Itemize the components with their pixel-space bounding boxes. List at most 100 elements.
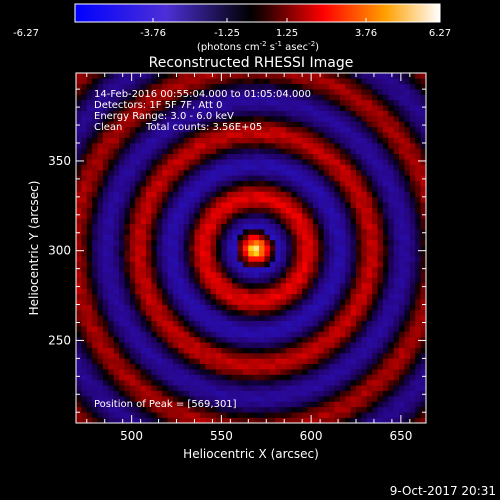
colorbar-unit: (photons cm-2 s-1 asec-2): [197, 40, 319, 53]
heatmap-cell: [280, 191, 287, 198]
heatmap-cell: [361, 229, 368, 235]
heatmap-cell: [124, 89, 131, 95]
heatmap-cell: [113, 132, 120, 138]
heatmap-cell: [135, 213, 141, 219]
heatmap-cell: [140, 406, 147, 413]
heatmap-cell: [307, 89, 314, 95]
heatmap-cell: [248, 412, 254, 418]
heatmap-cell: [237, 266, 244, 273]
heatmap-cell: [242, 239, 249, 246]
heatmap-cell: [302, 116, 308, 122]
heatmap-cell: [366, 202, 373, 208]
heatmap-cell: [232, 304, 238, 311]
heatmap-cell: [404, 390, 411, 397]
heatmap-cell: [318, 353, 324, 359]
heatmap-cell: [286, 186, 292, 192]
heatmap-cell: [92, 390, 98, 397]
heatmap-cell: [280, 309, 287, 316]
heatmap-cell: [334, 272, 341, 278]
heatmap-cell: [129, 78, 136, 85]
heatmap-cell: [135, 137, 141, 144]
heatmap-cell: [382, 250, 389, 257]
heatmap-cell: [393, 110, 400, 117]
heatmap-cell: [291, 347, 298, 354]
heatmap-cell: [345, 353, 351, 359]
heatmap-cell: [232, 390, 238, 397]
heatmap-cell: [404, 277, 411, 284]
heatmap-cell: [156, 412, 163, 418]
heatmap-cell: [135, 369, 141, 375]
heatmap-cell: [356, 207, 362, 214]
heatmap-cell: [97, 283, 104, 289]
heatmap-cell: [329, 256, 335, 262]
heatmap-cell: [409, 153, 416, 160]
heatmap-cell: [377, 406, 384, 413]
heatmap-cell: [323, 315, 330, 321]
heatmap-cell: [189, 336, 195, 343]
heatmap-cell: [140, 401, 147, 408]
heatmap-cell: [302, 277, 308, 284]
heatmap-cell: [329, 288, 335, 295]
heatmap-cell: [92, 94, 98, 101]
heatmap-cell: [372, 223, 378, 230]
heatmap-cell: [269, 288, 276, 295]
heatmap-cell: [119, 396, 125, 402]
heatmap-cell: [323, 105, 330, 111]
heatmap-cell: [232, 256, 238, 262]
heatmap-cell: [302, 347, 308, 354]
heatmap-cell: [97, 363, 104, 370]
heatmap-cell: [404, 110, 411, 117]
heatmap-cell: [76, 159, 82, 165]
heatmap-cell: [232, 358, 238, 365]
heatmap-cell: [291, 83, 298, 90]
heatmap-cell: [108, 207, 114, 214]
heatmap-cell: [393, 78, 400, 85]
heatmap-cell: [382, 213, 389, 219]
heatmap-cell: [119, 347, 125, 354]
heatmap-cell: [146, 417, 152, 423]
heatmap-cell: [307, 315, 314, 321]
heatmap-cell: [372, 272, 378, 278]
heatmap-cell: [420, 326, 426, 332]
heatmap-cell: [286, 256, 292, 262]
heatmap-cell: [286, 369, 292, 375]
heatmap-cell: [178, 105, 184, 111]
heatmap-cell: [377, 143, 384, 149]
heatmap-cell: [377, 105, 384, 111]
heatmap-cell: [194, 99, 201, 106]
heatmap-cell: [140, 288, 147, 295]
heatmap-cell: [135, 202, 141, 208]
heatmap-cell: [199, 272, 206, 278]
heatmap-cell: [388, 374, 394, 381]
heatmap-cell: [189, 412, 195, 418]
heatmap-cell: [409, 78, 416, 85]
heatmap-cell: [329, 148, 335, 155]
heatmap-cell: [81, 379, 88, 386]
heatmap-cell: [372, 169, 378, 176]
heatmap-cell: [86, 234, 93, 241]
heatmap-cell: [415, 379, 421, 386]
heatmap-cell: [97, 374, 104, 381]
heatmap-cell: [388, 132, 394, 138]
heatmap-cell: [221, 250, 228, 257]
heatmap-cell: [286, 207, 292, 214]
heatmap-cell: [415, 385, 421, 391]
heatmap-cell: [318, 137, 324, 144]
heatmap-cell: [221, 412, 228, 418]
heatmap-cell: [318, 207, 324, 214]
heatmap-cell: [253, 401, 260, 408]
heatmap-cell: [345, 132, 351, 138]
heatmap-cell: [318, 401, 324, 408]
heatmap-cell: [102, 159, 109, 165]
heatmap-cell: [205, 148, 211, 155]
heatmap-cell: [366, 223, 373, 230]
heatmap-cell: [232, 401, 238, 408]
heatmap-cell: [102, 293, 109, 300]
heatmap-cell: [194, 207, 201, 214]
heatmap-cell: [108, 164, 114, 171]
heatmap-cell: [140, 283, 147, 289]
heatmap-cell: [146, 390, 152, 397]
heatmap-cell: [318, 126, 324, 133]
heatmap-cell: [92, 309, 98, 316]
heatmap-cell: [189, 299, 195, 305]
